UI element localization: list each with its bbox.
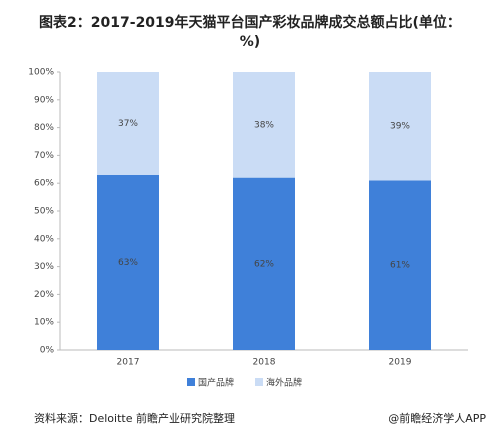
y-tick-label: 20% bbox=[34, 290, 54, 300]
y-tick-label: 40% bbox=[34, 234, 54, 244]
legend-swatch bbox=[187, 378, 195, 386]
value-label: 61% bbox=[390, 261, 410, 271]
x-tick-label: 2019 bbox=[389, 358, 412, 368]
value-label: 39% bbox=[390, 122, 410, 132]
value-label: 63% bbox=[118, 258, 138, 268]
bar-segment bbox=[369, 72, 431, 181]
y-tick-label: 30% bbox=[34, 262, 54, 272]
legend-label: 海外品牌 bbox=[266, 377, 302, 389]
bar-segment bbox=[97, 174, 159, 350]
brand: @前瞻经济学人APP bbox=[388, 412, 486, 425]
y-tick-label: 80% bbox=[34, 123, 54, 133]
x-tick-label: 2018 bbox=[253, 358, 276, 368]
value-label: 37% bbox=[118, 119, 138, 129]
bar-segment bbox=[233, 72, 295, 178]
legend-swatch bbox=[255, 378, 263, 386]
y-tick-label: 90% bbox=[34, 95, 54, 105]
y-tick-label: 100% bbox=[28, 68, 54, 78]
y-tick-label: 50% bbox=[34, 207, 54, 217]
y-tick-label: 10% bbox=[34, 318, 54, 328]
y-tick-label: 60% bbox=[34, 179, 54, 189]
chart-title: 图表2：2017-2019年天猫平台国产彩妆品牌成交总额占比(单位：%) bbox=[39, 15, 461, 50]
x-tick-label: 2017 bbox=[117, 358, 140, 368]
bar-segment bbox=[97, 72, 159, 175]
value-label: 38% bbox=[254, 120, 274, 130]
bar-segment bbox=[369, 180, 431, 350]
source: 资料来源：Deloitte 前瞻产业研究院整理 bbox=[34, 412, 235, 425]
value-label: 62% bbox=[254, 259, 274, 269]
y-tick-label: 70% bbox=[34, 151, 54, 161]
bar-segment bbox=[233, 177, 295, 350]
y-tick-label: 0% bbox=[40, 346, 55, 356]
legend-label: 国产品牌 bbox=[198, 377, 234, 389]
